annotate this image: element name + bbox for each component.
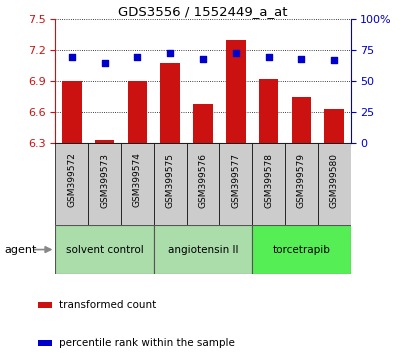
Bar — [225, 40, 245, 143]
Bar — [252, 225, 350, 274]
Text: GSM399576: GSM399576 — [198, 153, 207, 207]
Bar — [62, 81, 81, 143]
Bar — [153, 143, 186, 225]
Text: transformed count: transformed count — [59, 300, 156, 310]
Bar — [88, 143, 121, 225]
Bar — [186, 143, 219, 225]
Bar — [55, 143, 88, 225]
Text: angiotensin II: angiotensin II — [167, 245, 238, 255]
Point — [330, 57, 337, 63]
Bar — [153, 225, 252, 274]
Point — [101, 60, 108, 65]
Point — [232, 50, 238, 56]
Bar — [317, 143, 350, 225]
Point — [134, 54, 140, 59]
Text: GSM399575: GSM399575 — [165, 153, 174, 207]
Text: percentile rank within the sample: percentile rank within the sample — [59, 338, 234, 348]
Bar — [38, 340, 52, 346]
Point — [199, 56, 206, 62]
Point — [68, 54, 75, 59]
Point — [265, 54, 271, 59]
Bar — [324, 109, 343, 143]
Point — [297, 56, 304, 62]
Bar — [121, 143, 153, 225]
Bar — [219, 143, 252, 225]
Text: solvent control: solvent control — [65, 245, 143, 255]
Text: agent: agent — [4, 245, 36, 255]
Bar — [193, 104, 212, 143]
Text: GSM399572: GSM399572 — [67, 153, 76, 207]
Text: GSM399574: GSM399574 — [133, 153, 142, 207]
Bar — [258, 79, 278, 143]
Text: torcetrapib: torcetrapib — [272, 245, 330, 255]
Bar — [160, 63, 180, 143]
Text: GSM399573: GSM399573 — [100, 153, 109, 207]
Point — [166, 50, 173, 56]
Text: GSM399577: GSM399577 — [231, 153, 240, 207]
Bar — [38, 302, 52, 308]
Bar — [94, 140, 114, 143]
Bar — [127, 81, 147, 143]
Title: GDS3556 / 1552449_a_at: GDS3556 / 1552449_a_at — [118, 5, 287, 18]
Text: GSM399580: GSM399580 — [329, 153, 338, 207]
Bar — [284, 143, 317, 225]
Bar — [252, 143, 284, 225]
Text: GSM399579: GSM399579 — [296, 153, 305, 207]
Bar — [55, 225, 153, 274]
Bar — [291, 97, 310, 143]
Text: GSM399578: GSM399578 — [263, 153, 272, 207]
